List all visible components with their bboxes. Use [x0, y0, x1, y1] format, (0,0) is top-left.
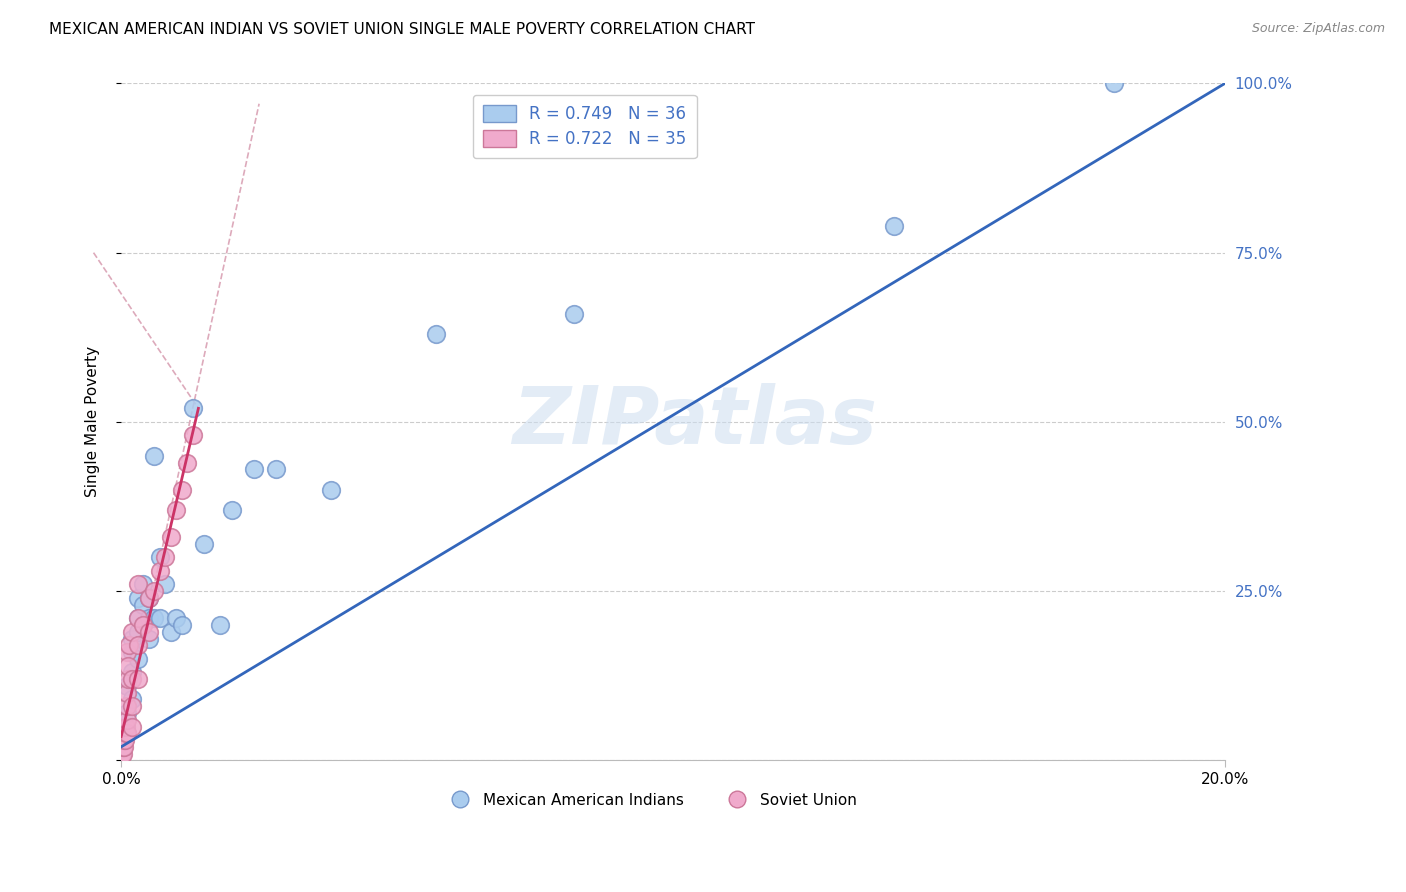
Point	[121, 699, 143, 714]
Legend: Mexican American Indians, Soviet Union: Mexican American Indians, Soviet Union	[439, 787, 863, 814]
Point	[149, 611, 172, 625]
Point	[127, 672, 149, 686]
Point	[181, 401, 204, 416]
Point	[112, 739, 135, 754]
Point	[159, 624, 181, 639]
Point	[121, 672, 143, 686]
Point	[155, 550, 177, 565]
Point	[149, 550, 172, 565]
Point	[209, 618, 232, 632]
Point	[132, 618, 155, 632]
Point	[127, 624, 149, 639]
Point	[127, 638, 149, 652]
Point	[132, 598, 155, 612]
Text: MEXICAN AMERICAN INDIAN VS SOVIET UNION SINGLE MALE POVERTY CORRELATION CHART: MEXICAN AMERICAN INDIAN VS SOVIET UNION …	[49, 22, 755, 37]
Point	[1104, 77, 1126, 91]
Point	[115, 713, 138, 727]
Point	[121, 632, 143, 646]
Point	[111, 747, 134, 761]
Point	[181, 428, 204, 442]
Point	[319, 483, 342, 497]
Point	[115, 706, 138, 720]
Point	[176, 456, 198, 470]
Point	[425, 326, 447, 341]
Point	[117, 672, 139, 686]
Point	[121, 665, 143, 680]
Point	[114, 733, 136, 747]
Text: ZIPatlas: ZIPatlas	[513, 383, 877, 461]
Point	[143, 584, 166, 599]
Point	[138, 624, 160, 639]
Point	[121, 720, 143, 734]
Point	[112, 739, 135, 754]
Point	[132, 577, 155, 591]
Point	[127, 591, 149, 605]
Point	[117, 658, 139, 673]
Point	[127, 652, 149, 666]
Point	[170, 618, 193, 632]
Point	[115, 645, 138, 659]
Point	[562, 307, 585, 321]
Point	[115, 726, 138, 740]
Point	[143, 611, 166, 625]
Point	[115, 720, 138, 734]
Point	[115, 699, 138, 714]
Point	[121, 624, 143, 639]
Y-axis label: Single Male Poverty: Single Male Poverty	[86, 346, 100, 498]
Point	[121, 692, 143, 706]
Point	[165, 503, 187, 517]
Point	[138, 591, 160, 605]
Point	[115, 679, 138, 693]
Point	[114, 726, 136, 740]
Point	[132, 618, 155, 632]
Point	[121, 645, 143, 659]
Point	[143, 449, 166, 463]
Point	[115, 686, 138, 700]
Point	[883, 219, 905, 233]
Point	[114, 733, 136, 747]
Point	[138, 591, 160, 605]
Point	[127, 611, 149, 625]
Point	[149, 564, 172, 578]
Point	[118, 638, 141, 652]
Point	[111, 747, 134, 761]
Point	[264, 462, 287, 476]
Point	[155, 577, 177, 591]
Point	[193, 537, 215, 551]
Point	[221, 503, 243, 517]
Point	[127, 611, 149, 625]
Point	[138, 632, 160, 646]
Point	[138, 611, 160, 625]
Point	[242, 462, 264, 476]
Point	[165, 611, 187, 625]
Point	[115, 726, 138, 740]
Point	[170, 483, 193, 497]
Text: Source: ZipAtlas.com: Source: ZipAtlas.com	[1251, 22, 1385, 36]
Point	[127, 577, 149, 591]
Point	[159, 530, 181, 544]
